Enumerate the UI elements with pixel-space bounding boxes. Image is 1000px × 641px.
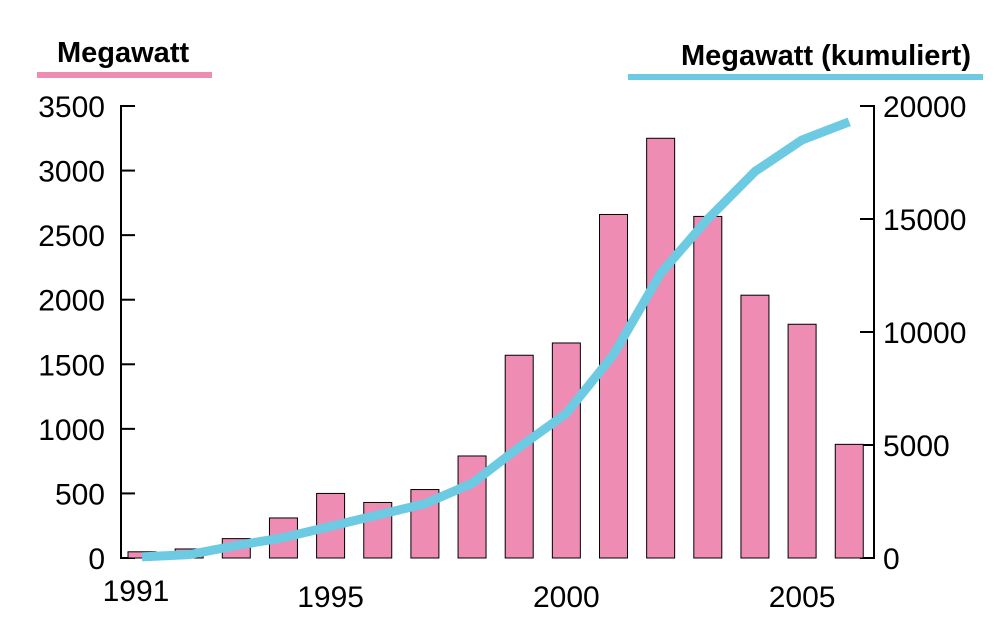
x-tick-label: 1991 <box>103 575 170 608</box>
x-tick-label: 2000 <box>533 581 600 614</box>
left-tick-label: 1500 <box>38 349 105 382</box>
right-axis-legend-swatch <box>628 74 983 80</box>
right-axis-title: Megawatt (kumuliert) <box>681 40 971 72</box>
left-axis-ticks: 0 500 1000 1500 2000 2500 3000 3500 <box>38 91 135 576</box>
bar <box>551 342 581 559</box>
cumulative-line <box>141 117 851 562</box>
left-tick-label: 3500 <box>38 91 105 124</box>
bar <box>693 215 723 559</box>
x-tick-label: 1995 <box>297 581 364 614</box>
right-tick-label: 15000 <box>883 204 966 237</box>
x-tick-label: 2005 <box>769 581 836 614</box>
bar-series <box>127 137 864 559</box>
right-tick-label: 0 <box>883 543 900 576</box>
left-axis-legend-swatch <box>37 72 212 78</box>
left-axis-title: Megawatt <box>57 37 189 69</box>
right-tick-label: 10000 <box>883 317 966 350</box>
left-tick-label: 1000 <box>38 414 105 447</box>
bar <box>787 323 817 559</box>
right-axis-ticks: 0 5000 10000 15000 20000 <box>860 91 966 576</box>
bar <box>740 294 770 559</box>
bar <box>599 213 628 559</box>
right-tick-label: 5000 <box>883 430 950 463</box>
left-tick-label: 2500 <box>38 220 105 253</box>
left-tick-label: 2000 <box>38 285 105 318</box>
left-tick-label: 500 <box>55 478 105 511</box>
bar <box>646 137 676 559</box>
left-tick-label: 3000 <box>38 156 105 189</box>
bar <box>834 443 864 559</box>
right-tick-label: 20000 <box>883 91 966 124</box>
left-tick-label: 0 <box>88 543 105 576</box>
x-axis-ticks: 1991 1995 2000 2005 <box>103 575 836 614</box>
cumulative-line-series <box>141 117 851 562</box>
